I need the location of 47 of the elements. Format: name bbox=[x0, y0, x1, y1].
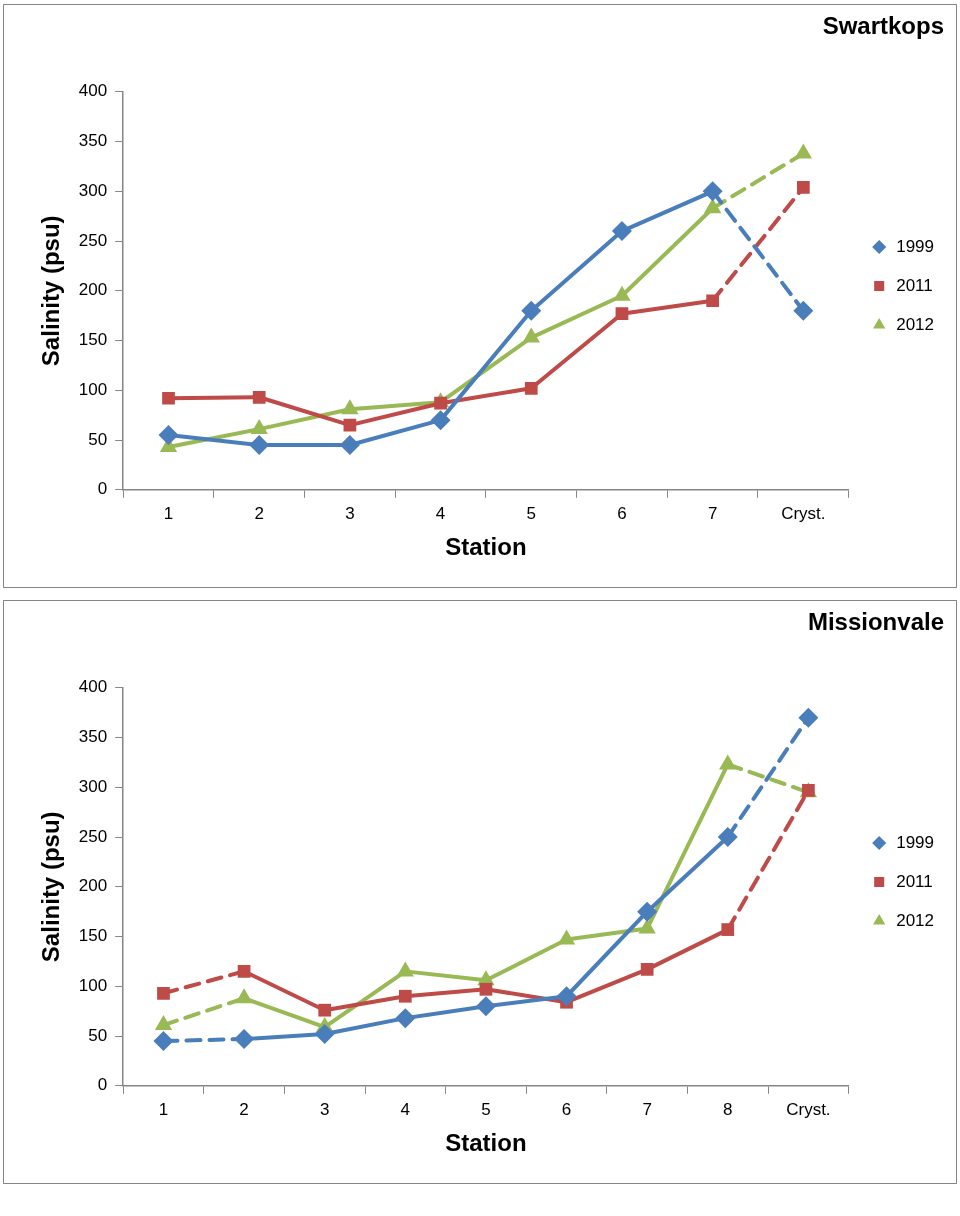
x-tick-label: 3 bbox=[345, 503, 355, 523]
y-tick-label: 100 bbox=[78, 975, 108, 995]
legend-label: 2011 bbox=[896, 275, 933, 295]
y-tick-label: 50 bbox=[88, 1025, 108, 1045]
x-tick-label: 6 bbox=[617, 503, 627, 523]
x-tick-label: 4 bbox=[435, 503, 446, 523]
y-tick-label: 0 bbox=[97, 1075, 108, 1095]
x-tick-label: 5 bbox=[526, 503, 536, 523]
x-tick-label: 1 bbox=[163, 503, 174, 523]
y-tick-label: 400 bbox=[78, 81, 108, 101]
x-tick-label: 1 bbox=[158, 1099, 169, 1119]
y-tick-label: 0 bbox=[97, 479, 108, 499]
x-axis-title: Station bbox=[445, 1129, 527, 1157]
x-tick-label: 6 bbox=[561, 1099, 572, 1119]
y-tick-label: 200 bbox=[78, 280, 108, 300]
legend-label: 2012 bbox=[896, 314, 935, 334]
y-tick-label: 300 bbox=[78, 180, 108, 200]
x-tick-label: 4 bbox=[400, 1099, 411, 1119]
y-tick-label: 350 bbox=[78, 131, 108, 151]
y-tick-label: 250 bbox=[78, 826, 108, 846]
y-tick-label: 200 bbox=[78, 876, 108, 896]
legend-label: 2011 bbox=[896, 871, 933, 891]
y-tick-label: 300 bbox=[78, 776, 108, 796]
y-tick-label: 250 bbox=[78, 230, 108, 250]
legend-label: 1999 bbox=[896, 236, 935, 256]
x-axis-title: Station bbox=[445, 533, 527, 561]
x-tick-label: 3 bbox=[319, 1099, 330, 1119]
y-tick-label: 150 bbox=[78, 926, 108, 946]
x-tick-label: Cryst. bbox=[786, 1099, 831, 1119]
legend-label: 1999 bbox=[896, 832, 935, 852]
y-tick-label: 150 bbox=[78, 330, 108, 350]
x-tick-label: 2 bbox=[239, 1099, 249, 1119]
y-tick-label: 400 bbox=[78, 677, 108, 697]
x-tick-label: 7 bbox=[707, 503, 718, 523]
x-tick-label: 7 bbox=[642, 1099, 652, 1119]
chart-title: Swartkops bbox=[822, 12, 944, 40]
y-tick-label: 50 bbox=[88, 429, 108, 449]
y-axis-title: Salinity (psu) bbox=[37, 215, 65, 367]
y-tick-label: 100 bbox=[78, 379, 108, 399]
x-tick-label: 2 bbox=[254, 503, 264, 523]
x-tick-label: 8 bbox=[723, 1099, 733, 1119]
chart-title: Missionvale bbox=[807, 608, 944, 636]
x-tick-label: 5 bbox=[481, 1099, 491, 1119]
x-tick-label: Cryst. bbox=[781, 503, 826, 523]
y-tick-label: 350 bbox=[78, 727, 108, 747]
y-axis-title: Salinity (psu) bbox=[37, 811, 65, 963]
legend-label: 2012 bbox=[896, 910, 935, 930]
